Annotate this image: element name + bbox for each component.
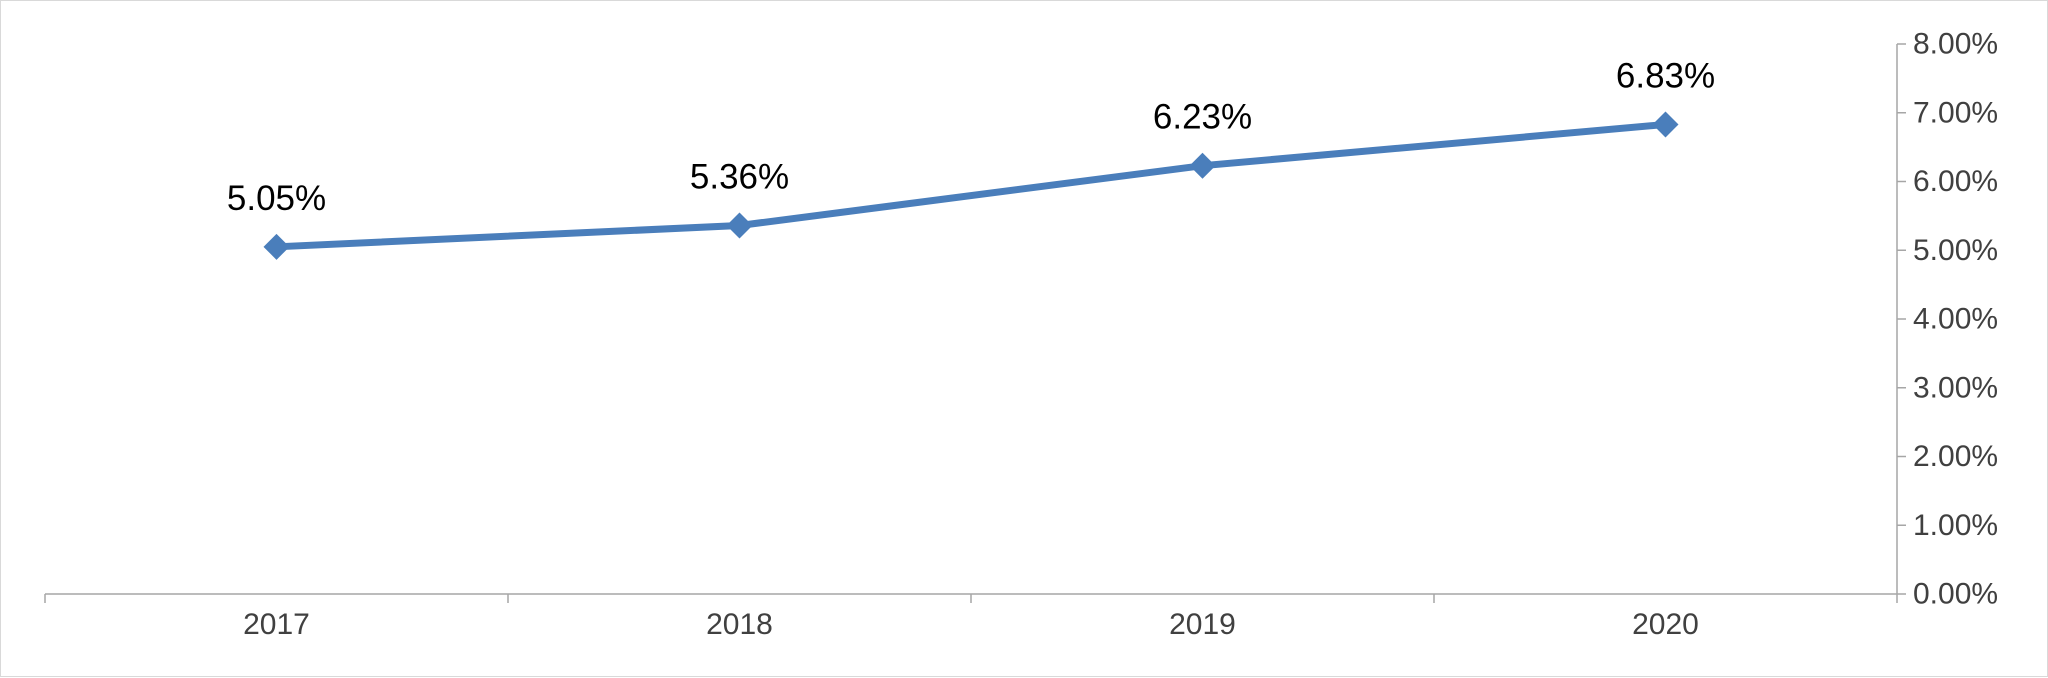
y-tick-label: 4.00% [1913, 303, 1998, 336]
x-tick-label: 2020 [1632, 608, 1699, 641]
data-point-marker [1189, 152, 1216, 179]
y-tick-label: 3.00% [1913, 371, 1998, 404]
series-line [273, 120, 1669, 251]
y-tick-label: 1.00% [1913, 509, 1998, 542]
y-tick-label: 7.00% [1913, 96, 1998, 129]
y-axis-ticks: 0.00% 1.00% 2.00% 3.00% 4.00% 5.00% 6.00% 7.00%… [1897, 28, 1998, 611]
y-tick-label: 2.00% [1913, 440, 1998, 473]
data-point-marker [263, 233, 290, 260]
y-tick-label: 8.00% [1913, 28, 1998, 61]
y-tick-label: 5.00% [1913, 234, 1998, 267]
y-tick-label: 0.00% [1913, 578, 1998, 611]
y-tick-label: 6.00% [1913, 165, 1998, 198]
x-tick-label: 2018 [706, 608, 773, 641]
x-tick-label: 2017 [243, 608, 310, 641]
data-labels: 5.05% 5.36% 6.23% 6.83% [227, 56, 1715, 217]
data-point-marker [1652, 111, 1679, 138]
data-label: 6.83% [1616, 56, 1715, 95]
data-point-marker [726, 212, 753, 239]
data-label: 6.23% [1153, 98, 1252, 137]
data-label: 5.05% [227, 179, 326, 218]
series-group [263, 111, 1679, 260]
x-tick-label: 2019 [1169, 608, 1236, 641]
x-axis-ticks: 2017 2018 2019 2020 [44, 594, 1898, 641]
data-label: 5.36% [690, 158, 789, 197]
